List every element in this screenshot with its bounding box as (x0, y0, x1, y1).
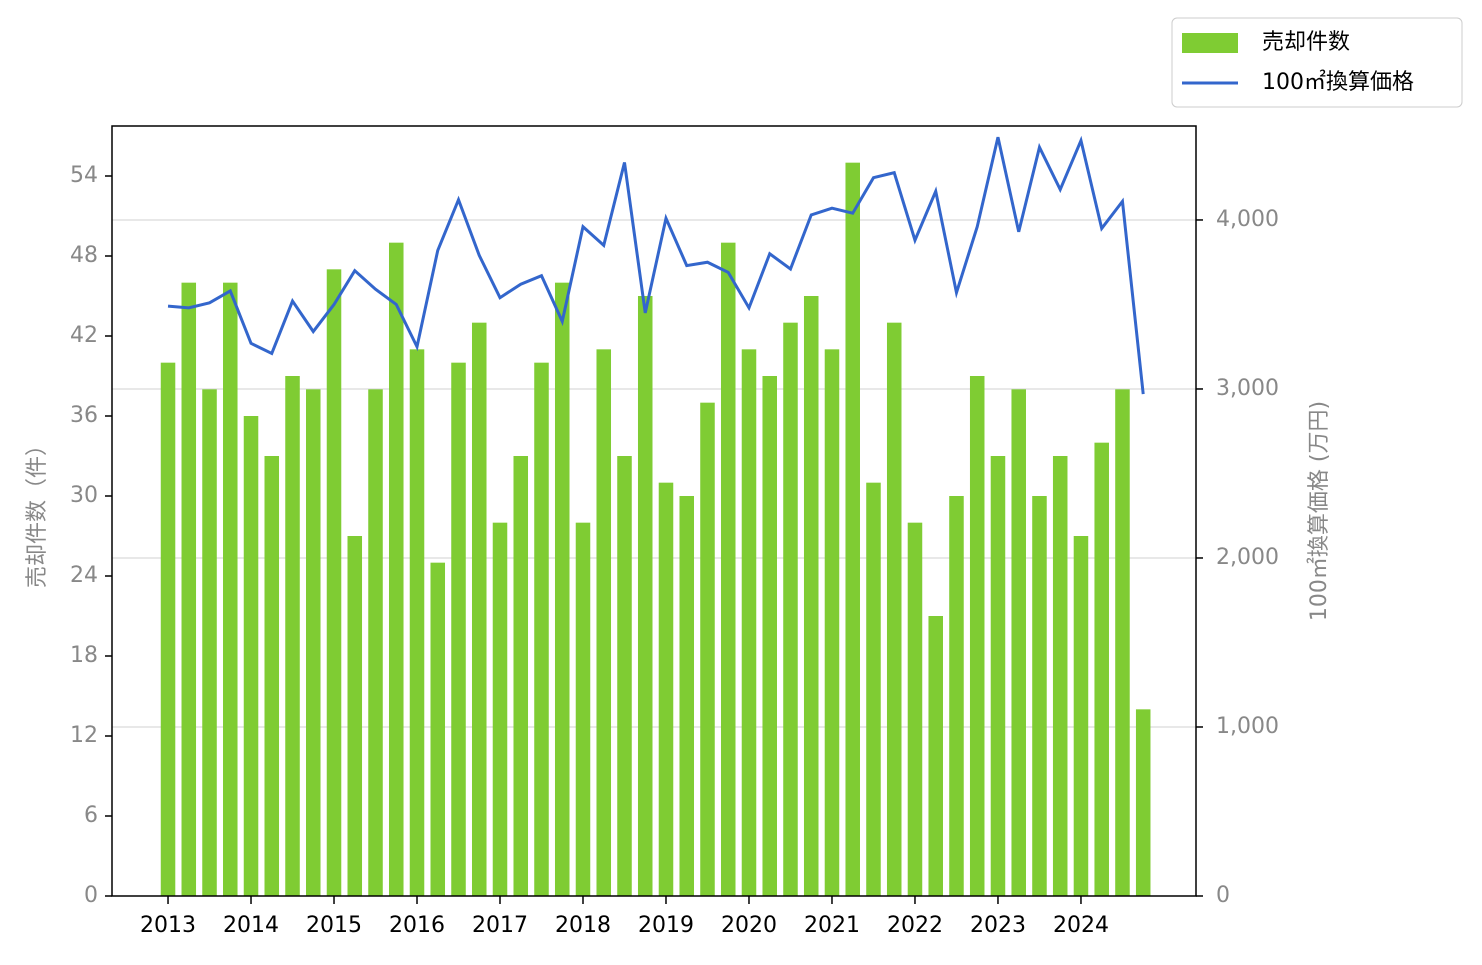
y-tick-label: 12 (70, 723, 98, 748)
bar (969, 376, 985, 896)
x-tick-label: 2017 (472, 913, 528, 938)
plot-frame (111, 125, 1197, 897)
legend-label: 売却件数 (1262, 30, 1350, 55)
bar (741, 349, 757, 896)
bar (388, 242, 404, 896)
bar (1032, 496, 1047, 896)
bar (949, 496, 964, 896)
bar (160, 362, 176, 897)
y2-axis-label: 100㎡換算価格 (万円) (1306, 401, 1332, 621)
bar (783, 322, 798, 897)
bar (409, 349, 425, 896)
y-tick-label: 0 (84, 883, 98, 908)
x-tick-label: 2018 (555, 913, 611, 938)
bar (223, 282, 238, 897)
bar (679, 496, 695, 896)
bar (534, 362, 549, 897)
bar (451, 362, 466, 897)
bar (492, 522, 508, 896)
y-tick-label: 30 (70, 483, 98, 508)
bar (575, 522, 591, 896)
y-tick-label: 6 (84, 803, 98, 828)
bar (264, 456, 280, 896)
bar (596, 349, 612, 896)
bar (181, 282, 197, 897)
x-tick-label: 2024 (1053, 913, 1109, 938)
legend-swatch (1182, 33, 1238, 53)
y-tick-label: 24 (70, 563, 98, 588)
bar (824, 349, 840, 896)
x-tick-label: 2022 (887, 913, 943, 938)
y-tick-label: 48 (70, 243, 98, 268)
bar (471, 322, 487, 897)
bar (803, 296, 819, 896)
bar (347, 536, 363, 896)
y2-tick-label: 1,000 (1216, 714, 1279, 739)
bar (700, 402, 715, 896)
y2-tick-label: 0 (1216, 883, 1230, 908)
x-tick-label: 2016 (389, 913, 445, 938)
x-tick-label: 2020 (721, 913, 777, 938)
y-tick-label: 18 (70, 643, 98, 668)
bar (866, 482, 881, 896)
bar (1011, 389, 1026, 896)
bar (907, 522, 923, 896)
y-axis-label: 売却件数（件） (25, 434, 50, 588)
bar (1052, 456, 1068, 896)
bar (720, 242, 736, 896)
y2-tick-label: 2,000 (1216, 545, 1279, 570)
line (167, 135, 1145, 395)
bar (1094, 442, 1109, 896)
bar (990, 456, 1006, 896)
bar (886, 322, 902, 897)
bar (1115, 389, 1130, 896)
y2-tick-label: 3,000 (1216, 376, 1279, 401)
bar (513, 456, 529, 896)
bar (554, 282, 570, 897)
x-tick-label: 2019 (638, 913, 694, 938)
bar (326, 269, 342, 896)
bar (1073, 536, 1089, 896)
bar (285, 376, 300, 896)
bar (202, 389, 217, 896)
y-tick-label: 42 (70, 323, 98, 348)
bar (1135, 709, 1151, 896)
legend-label: 100㎡換算価格 (1262, 69, 1414, 95)
bar (368, 389, 383, 896)
bar (306, 389, 321, 896)
x-tick-label: 2021 (804, 913, 860, 938)
legend-box (1171, 17, 1463, 108)
bar (762, 376, 777, 896)
bar (617, 456, 632, 896)
bar (845, 162, 860, 896)
bar (658, 482, 674, 896)
bar (928, 616, 943, 896)
bar (243, 416, 259, 896)
y2-tick-label: 4,000 (1216, 207, 1279, 232)
x-tick-label: 2014 (223, 913, 279, 938)
y-tick-label: 36 (70, 403, 98, 428)
x-tick-label: 2013 (140, 913, 196, 938)
y-tick-label: 54 (70, 163, 98, 188)
bar (430, 562, 446, 896)
x-tick-label: 2015 (306, 913, 362, 938)
bar (637, 296, 653, 896)
x-tick-label: 2023 (970, 913, 1026, 938)
